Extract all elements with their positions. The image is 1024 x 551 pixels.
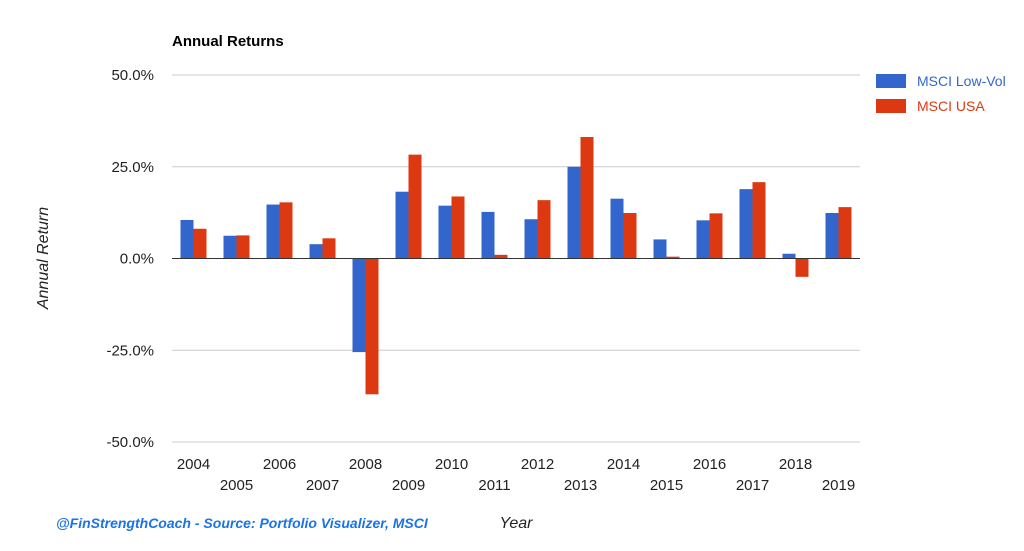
bar-low-vol-2016 xyxy=(696,220,710,259)
bar-low-vol-2005 xyxy=(223,235,237,259)
bar-usa-2004 xyxy=(193,228,207,259)
legend: MSCI Low-Vol MSCI USA xyxy=(876,73,1006,114)
y-tick-label: 0.0% xyxy=(120,251,154,268)
bar-low-vol-2017 xyxy=(739,189,753,259)
bar-low-vol-2013 xyxy=(567,166,581,259)
bar-low-vol-2008 xyxy=(352,258,366,353)
bar-usa-2005 xyxy=(236,235,250,259)
x-axis-label: Year xyxy=(500,515,534,532)
x-tick-label: 2007 xyxy=(306,477,339,494)
legend-swatch xyxy=(876,74,906,88)
bars xyxy=(180,137,852,395)
bar-usa-2019 xyxy=(838,207,852,259)
bar-low-vol-2006 xyxy=(266,204,280,259)
x-tick-label: 2005 xyxy=(220,477,253,494)
x-tick-label: 2008 xyxy=(349,456,382,473)
chart-title: Annual Returns xyxy=(172,33,284,50)
x-tick-label: 2006 xyxy=(263,456,296,473)
bar-low-vol-2012 xyxy=(524,219,538,259)
bar-low-vol-2019 xyxy=(825,212,839,259)
y-tick-label: 50.0% xyxy=(111,67,154,84)
bar-low-vol-2009 xyxy=(395,191,409,259)
x-tick-label: 2018 xyxy=(779,456,812,473)
x-tick-label: 2011 xyxy=(478,477,510,494)
x-tick-label: 2004 xyxy=(177,456,210,473)
legend-label: MSCI Low-Vol xyxy=(917,73,1006,89)
x-tick-label: 2010 xyxy=(435,456,468,473)
bar-usa-2013 xyxy=(580,137,594,259)
bar-low-vol-2015 xyxy=(653,239,667,259)
bar-usa-2015 xyxy=(666,256,680,259)
x-axis-ticks: 2004 2005 2006 2007 2008 2009 2010 2011 2012 2013… xyxy=(177,456,855,494)
bar-usa-2007 xyxy=(322,238,336,259)
bar-low-vol-2004 xyxy=(180,219,194,259)
y-tick-label: -25.0% xyxy=(106,342,154,359)
legend-label: MSCI USA xyxy=(917,98,985,114)
y-axis-label: Annual Return xyxy=(35,207,52,310)
x-tick-label: 2013 xyxy=(564,477,597,494)
x-tick-label: 2012 xyxy=(521,456,554,473)
bar-usa-2017 xyxy=(752,182,766,259)
bar-usa-2014 xyxy=(623,212,637,259)
bar-low-vol-2010 xyxy=(438,205,452,259)
bar-low-vol-2014 xyxy=(610,198,624,259)
bar-usa-2009 xyxy=(408,154,422,259)
bar-usa-2018 xyxy=(795,258,809,277)
bar-usa-2012 xyxy=(537,200,551,259)
x-tick-label: 2009 xyxy=(392,477,425,494)
y-axis-ticks: 50.0% 25.0% 0.0% -25.0% -50.0% xyxy=(106,67,154,451)
x-tick-label: 2017 xyxy=(736,477,769,494)
x-tick-label: 2015 xyxy=(650,477,683,494)
y-tick-label: 25.0% xyxy=(111,159,154,176)
bar-low-vol-2018 xyxy=(782,253,796,259)
x-tick-label: 2014 xyxy=(607,456,640,473)
source-credit: @FinStrengthCoach - Source: Portfolio Vi… xyxy=(56,515,429,531)
bar-low-vol-2007 xyxy=(309,244,323,259)
bar-usa-2008 xyxy=(365,258,379,395)
legend-swatch xyxy=(876,99,906,113)
x-tick-label: 2016 xyxy=(693,456,726,473)
bar-usa-2016 xyxy=(709,213,723,259)
gridlines xyxy=(172,74,860,443)
bar-usa-2011 xyxy=(494,254,508,259)
bar-low-vol-2011 xyxy=(481,211,495,259)
y-tick-label: -50.0% xyxy=(106,434,154,451)
x-tick-label: 2019 xyxy=(822,477,855,494)
bar-usa-2006 xyxy=(279,202,293,259)
bar-usa-2010 xyxy=(451,196,465,259)
